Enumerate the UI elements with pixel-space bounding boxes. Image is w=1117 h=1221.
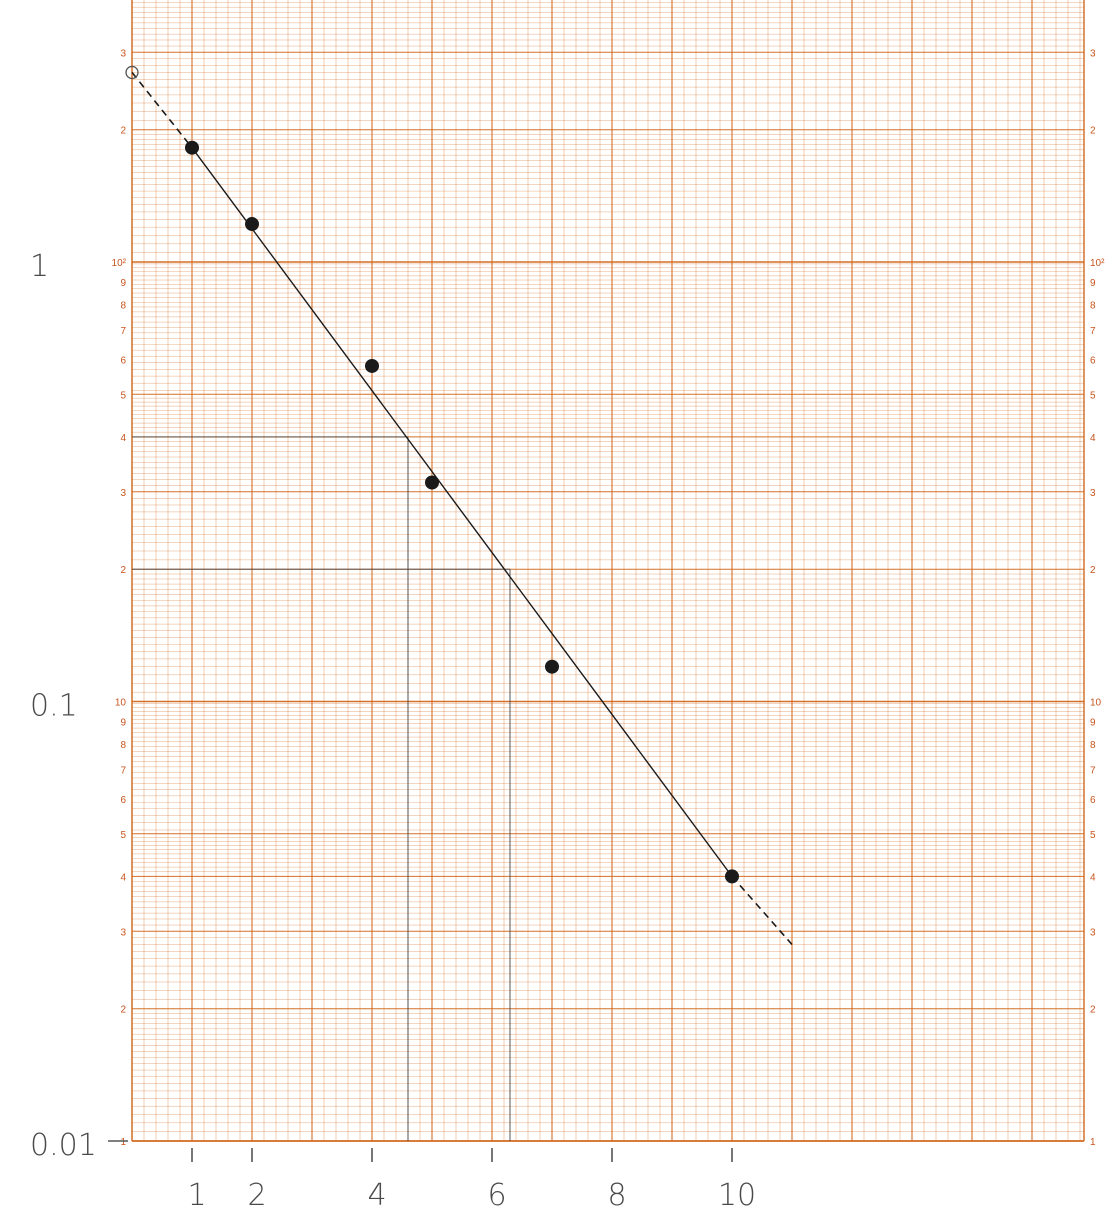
- paper-label-right: 6: [1090, 356, 1096, 367]
- paper-label-right: 6: [1090, 795, 1096, 806]
- paper-label-right: 3: [1090, 48, 1096, 59]
- fit-line-dashed-start: [131, 71, 193, 149]
- paper-label-right: 5: [1090, 830, 1096, 841]
- paper-label-right: 7: [1090, 766, 1096, 777]
- intercept-marker: [125, 65, 139, 80]
- paper-label-right: 2: [1090, 1005, 1096, 1016]
- x-tick-label: 6: [487, 1178, 506, 1213]
- paper-label-left: 3: [120, 488, 126, 499]
- paper-label-left: 10: [115, 698, 127, 709]
- paper-label-right: 4: [1090, 433, 1096, 444]
- paper-label-left: 8: [120, 301, 126, 312]
- paper-label-right: 9: [1090, 718, 1096, 729]
- paper-label-right: 2: [1090, 126, 1096, 137]
- y-tick-label: 1: [30, 249, 49, 284]
- paper-label-right: 10: [1090, 698, 1102, 709]
- x-tick-label: 4: [367, 1178, 386, 1213]
- paper-label-left: 6: [120, 356, 126, 367]
- x-tick-label: 1: [187, 1178, 206, 1213]
- paper-label-left: 9: [120, 278, 126, 289]
- paper-label-left: 2: [120, 126, 126, 137]
- paper-label-right: 3: [1090, 488, 1096, 499]
- data-points: [125, 65, 739, 884]
- fit-line: [131, 71, 793, 946]
- guide-lines: [132, 436, 511, 1141]
- data-point: [425, 475, 439, 490]
- paper-label-left: 3: [120, 927, 126, 938]
- paper-label-left: 1: [120, 1137, 126, 1148]
- paper-label-right: 2: [1090, 565, 1096, 576]
- y-tick-label: 0.01: [30, 1128, 97, 1163]
- paper-label-left: 6: [120, 795, 126, 806]
- paper-label-right: 8: [1090, 301, 1096, 312]
- paper-label-right: 4: [1090, 872, 1096, 883]
- paper-label-left: 7: [120, 766, 126, 777]
- paper-label-left: 7: [120, 326, 126, 337]
- x-tick-label: 2: [247, 1178, 266, 1213]
- paper-label-left: 10²: [112, 258, 127, 269]
- paper-label-left: 3: [120, 48, 126, 59]
- paper-label-right: 8: [1090, 740, 1096, 751]
- paper-label-right: 5: [1090, 390, 1096, 401]
- data-point: [365, 358, 379, 373]
- paper-label-right: 3: [1090, 927, 1096, 938]
- grid: [131, 0, 1085, 1142]
- paper-label-left: 5: [120, 830, 126, 841]
- x-tick-label: 8: [607, 1178, 626, 1213]
- paper-label-right: 7: [1090, 326, 1096, 337]
- paper-label-right: 9: [1090, 278, 1096, 289]
- handwritten-tick-labels: 1 2 4 6 8 10 1 0.1 0.01: [30, 249, 756, 1213]
- paper-label-left: 5: [120, 390, 126, 401]
- paper-axis-labels: 3 3 2 2 10² 10² 9 9 8 8 7 7 6 6 5 5 4 4 3 3 2 2 10 10 9 9 8 8 7 7 6 6 5 5…: [112, 48, 1106, 1148]
- paper-label-left: 2: [120, 1005, 126, 1016]
- paper-label-left: 4: [120, 872, 126, 883]
- data-point: [245, 217, 259, 232]
- paper-label-left: 2: [120, 565, 126, 576]
- paper-label-left: 4: [120, 433, 126, 444]
- y-tick-label: 0.1: [30, 689, 78, 724]
- data-point: [725, 869, 739, 884]
- paper-label-right: 10²: [1090, 258, 1105, 269]
- fit-line-solid: [191, 147, 733, 877]
- data-point: [185, 140, 199, 155]
- x-tick-label: 10: [718, 1178, 756, 1213]
- paper-label-left: 8: [120, 740, 126, 751]
- fit-line-dashed-end: [731, 875, 793, 946]
- paper-label-left: 9: [120, 718, 126, 729]
- data-point: [545, 659, 559, 674]
- paper-label-right: 1: [1090, 1137, 1096, 1148]
